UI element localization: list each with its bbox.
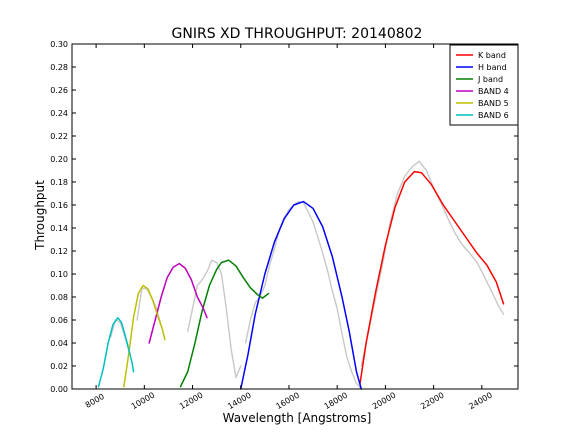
legend-label-5: BAND 5: [478, 99, 509, 108]
legend-box: [449, 44, 519, 126]
series-line-4: [148, 262, 208, 344]
chart-title: GNIRS XD THROUGHPUT: 20140802: [172, 26, 423, 42]
y-tick-label-5: 0.08: [50, 293, 68, 302]
y-tick-label-6: 0.10: [50, 270, 68, 279]
legend-label-6: BAND 6: [478, 111, 509, 120]
y-tick-label-16: 0.30: [50, 40, 68, 49]
y-tick-label-7: 0.12: [50, 247, 68, 256]
series-line-1: [359, 170, 505, 384]
y-tick-label-15: 0.28: [50, 63, 68, 72]
legend: K band H band J band BAND 4 BAND 5 BAND 6: [449, 44, 519, 126]
y-tick-label-1: 0.00: [50, 385, 68, 394]
y-tick-label-13: 0.24: [50, 109, 68, 118]
y-tick-label-9: 0.16: [50, 201, 68, 210]
y-tick-label-3: 0.04: [50, 339, 68, 348]
measured-throughput-line-3: [187, 259, 242, 379]
y-tick-label-10: 0.18: [50, 178, 68, 187]
series-line-2: [240, 200, 363, 390]
legend-label-2: H band: [478, 63, 507, 72]
legend-label-1: K band: [478, 51, 506, 60]
legend-label-4: BAND 4: [478, 87, 509, 96]
y-tick-label-14: 0.26: [50, 86, 68, 95]
series-line-6: [97, 316, 135, 388]
model-series-layer: [97, 170, 505, 390]
y-axis-label: Throughput: [33, 180, 47, 251]
measured-throughput-line-4: [244, 200, 362, 390]
x-axis-label: Wavelength [Angstroms]: [223, 411, 372, 425]
series-line-5: [123, 284, 166, 388]
y-tick-label-2: 0.02: [50, 362, 68, 371]
y-tick-label-4: 0.06: [50, 316, 68, 325]
plot-frame: [71, 43, 519, 390]
y-tick-label-11: 0.20: [50, 155, 68, 164]
y-tick-label-8: 0.14: [50, 224, 68, 233]
legend-label-3: J band: [477, 75, 503, 84]
y-tick-label-12: 0.22: [50, 132, 68, 141]
series-line-3: [179, 259, 270, 388]
